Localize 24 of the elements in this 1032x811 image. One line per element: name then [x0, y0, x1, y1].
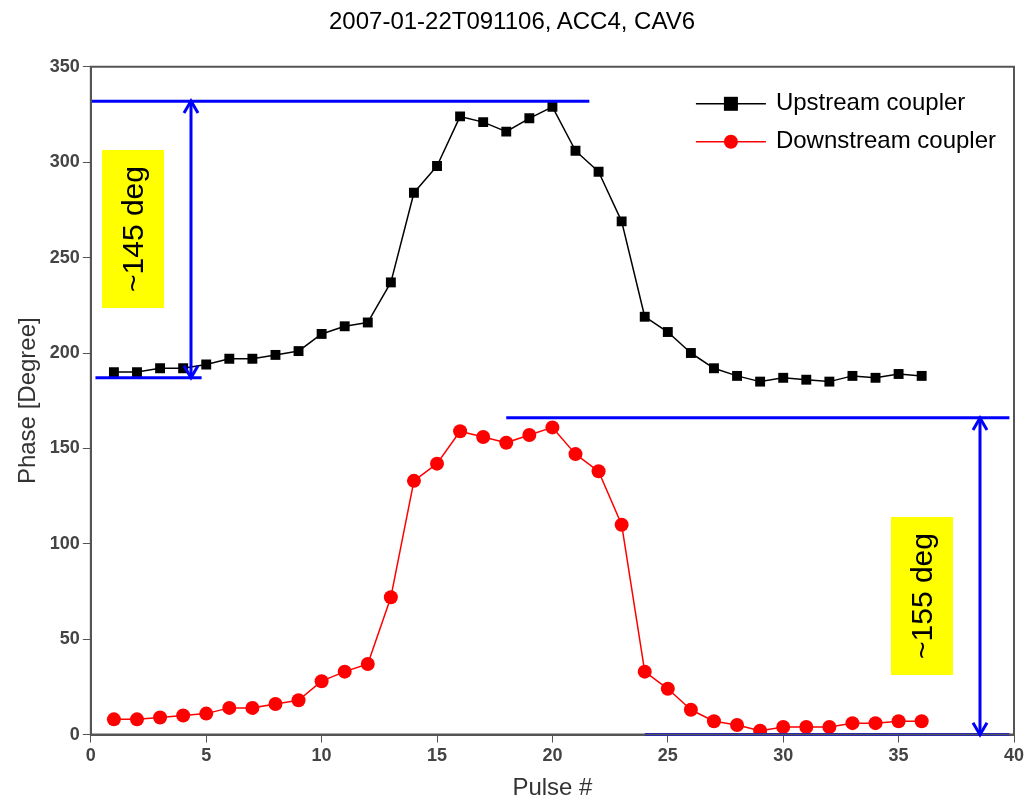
legend-label: Downstream coupler	[775, 126, 997, 154]
x-tick-label: 5	[201, 745, 212, 766]
x-tick-label: 30	[773, 745, 794, 766]
y-tick-label: 0	[69, 723, 80, 744]
y-axis-title: Phase [Degree]	[13, 317, 41, 485]
y-tick-label: 150	[49, 437, 80, 458]
x-tick-label: 15	[427, 745, 448, 766]
y-tick-label: 350	[49, 55, 80, 76]
x-tick-label: 25	[657, 745, 678, 766]
x-tick-label: 10	[311, 745, 332, 766]
annotation: ~155 deg	[890, 517, 953, 676]
y-tick-label: 250	[49, 246, 80, 267]
y-tick-label: 200	[49, 341, 80, 362]
x-tick-label: 20	[542, 745, 563, 766]
chart-title: 2007-01-22T091106, ACC4, CAV6	[328, 7, 696, 35]
annotation: ~145 deg	[101, 150, 164, 309]
x-axis-title: Pulse #	[512, 773, 594, 801]
y-tick-label: 300	[49, 151, 80, 172]
x-tick-label: 0	[85, 745, 96, 766]
x-tick-label: 40	[1003, 745, 1025, 766]
y-tick-label: 100	[49, 532, 80, 553]
legend-label: Upstream coupler	[775, 88, 966, 116]
y-tick-label: 50	[59, 628, 80, 649]
x-tick-label: 35	[888, 745, 909, 766]
